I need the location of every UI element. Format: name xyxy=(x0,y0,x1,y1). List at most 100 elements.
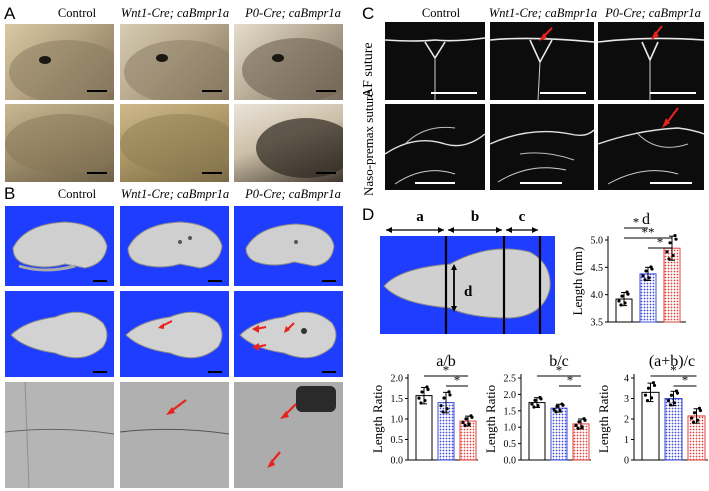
ct-af-control-image xyxy=(385,22,485,100)
data-point xyxy=(695,418,700,422)
data-point xyxy=(538,395,542,400)
mouse-lateral-p0-photo xyxy=(234,24,343,100)
skull-lateral-wnt1-image xyxy=(120,206,229,286)
data-point xyxy=(644,269,648,273)
data-point xyxy=(448,393,452,397)
data-point xyxy=(464,417,468,421)
y-tick-label: 1 xyxy=(624,435,629,446)
sig-label: ** xyxy=(642,225,655,240)
y-tick-label: 0.0 xyxy=(504,456,517,467)
data-point xyxy=(582,417,586,421)
data-point xyxy=(447,390,451,394)
chart-title: d xyxy=(642,211,650,228)
panel-c-row-naso: Naso-premax suture xyxy=(361,90,376,196)
data-point xyxy=(666,399,671,403)
mouse-lateral-wnt1-photo xyxy=(120,24,229,100)
bar-1 xyxy=(664,398,683,461)
y-tick-label: 5.0 xyxy=(591,236,604,247)
panel-label-d: D xyxy=(362,205,375,224)
data-point xyxy=(425,385,429,389)
data-point xyxy=(574,423,578,427)
data-point xyxy=(641,274,645,278)
data-point xyxy=(697,406,702,410)
bar-chart-b-over-c: b/c Length Ratio 0.0 0.5 1.0 1.5 2.0 2.5 * * xyxy=(483,353,591,467)
data-point xyxy=(625,290,629,294)
ct-af-p0-image xyxy=(598,22,704,100)
data-point xyxy=(442,396,446,400)
ct-naso-wnt1-image xyxy=(490,104,594,190)
skull-measurement-diagram: a b c d xyxy=(380,209,555,334)
chart-ylabel: Length Ratio xyxy=(483,385,498,453)
y-tick-label: 3 xyxy=(624,394,629,405)
data-point xyxy=(643,393,648,397)
chart-title: a/b xyxy=(436,353,456,370)
y-tick-label: 1.5 xyxy=(391,394,404,405)
data-point xyxy=(530,402,534,406)
sig-label: * xyxy=(454,373,461,388)
bar-0 xyxy=(528,402,546,461)
bar-chart-a-plus-b-over-c: (a+b)/c Length Ratio 0 1 2 3 4 * * xyxy=(596,353,708,467)
data-point xyxy=(441,410,445,414)
sig-label: * xyxy=(682,373,689,388)
data-point xyxy=(417,396,421,400)
data-point xyxy=(669,393,674,397)
data-point xyxy=(643,278,647,282)
data-point xyxy=(461,420,465,425)
data-point xyxy=(672,401,677,405)
bar-2 xyxy=(459,420,477,461)
chart-ylabel: Length Ratio xyxy=(370,385,385,453)
panel-label-a: A xyxy=(4,4,16,23)
sig-label: * xyxy=(670,363,677,378)
data-point xyxy=(617,299,621,303)
data-point xyxy=(620,294,624,298)
panel-label-b: B xyxy=(4,184,16,203)
skull-lateral-p0-image xyxy=(234,206,343,286)
chart-title: (a+b)/c xyxy=(649,353,695,370)
ct-naso-p0-image xyxy=(598,104,704,190)
diagram-label-b: b xyxy=(471,209,479,225)
skull-lateral-control-image xyxy=(5,206,114,286)
data-point xyxy=(674,389,679,393)
y-tick-label: 4.5 xyxy=(591,263,604,274)
data-point xyxy=(426,387,430,392)
ct-naso-control-image xyxy=(385,104,485,190)
skull-closeup-wnt1-image xyxy=(120,382,229,488)
sig-label: * xyxy=(556,363,563,378)
panel-b-col-p0: P0-Cre; caBmpr1a xyxy=(245,187,341,201)
sig-label: * xyxy=(657,235,664,250)
data-point xyxy=(652,383,657,388)
skull-dorsal-control-image xyxy=(5,291,114,377)
y-tick-label: 4.0 xyxy=(591,290,604,301)
panel-a-col-control: Control xyxy=(57,6,97,20)
data-point xyxy=(536,403,540,408)
data-point xyxy=(552,407,556,411)
data-point xyxy=(576,426,580,430)
data-point xyxy=(689,416,694,420)
panel-a-col-wnt1: Wnt1-Cre; caBmpr1a xyxy=(120,6,230,20)
diagram-label-c: c xyxy=(519,209,526,225)
data-point xyxy=(554,410,558,414)
y-tick-label: 2.0 xyxy=(391,374,404,385)
data-point xyxy=(619,303,623,307)
data-point xyxy=(420,390,424,394)
y-tick-label: 2.5 xyxy=(504,374,517,385)
data-point xyxy=(463,423,467,428)
mouse-lateral-control-photo xyxy=(5,24,114,100)
panel-c-col-control: Control xyxy=(421,6,461,20)
panel-c-row-af: AF suture xyxy=(361,42,376,98)
y-tick-label: 1.5 xyxy=(504,406,517,417)
data-point xyxy=(667,257,671,261)
data-point xyxy=(674,237,678,241)
y-tick-label: 4 xyxy=(624,374,629,385)
diagram-skull xyxy=(383,248,551,319)
data-point xyxy=(668,241,672,245)
data-point xyxy=(445,407,449,411)
y-tick-label: 1.0 xyxy=(391,415,404,426)
sig-label: * xyxy=(567,373,574,388)
bar-chart-a-over-b: a/b Length Ratio 0.0 0.5 1.0 1.5 2.0 * * xyxy=(370,353,478,467)
skull-closeup-control-image xyxy=(5,382,114,488)
y-tick-label: 0 xyxy=(624,456,629,467)
data-point xyxy=(577,420,581,424)
panel-c-col-wnt1: Wnt1-Cre; caBmpr1a xyxy=(488,6,598,20)
y-tick-label: 2.0 xyxy=(504,390,517,401)
